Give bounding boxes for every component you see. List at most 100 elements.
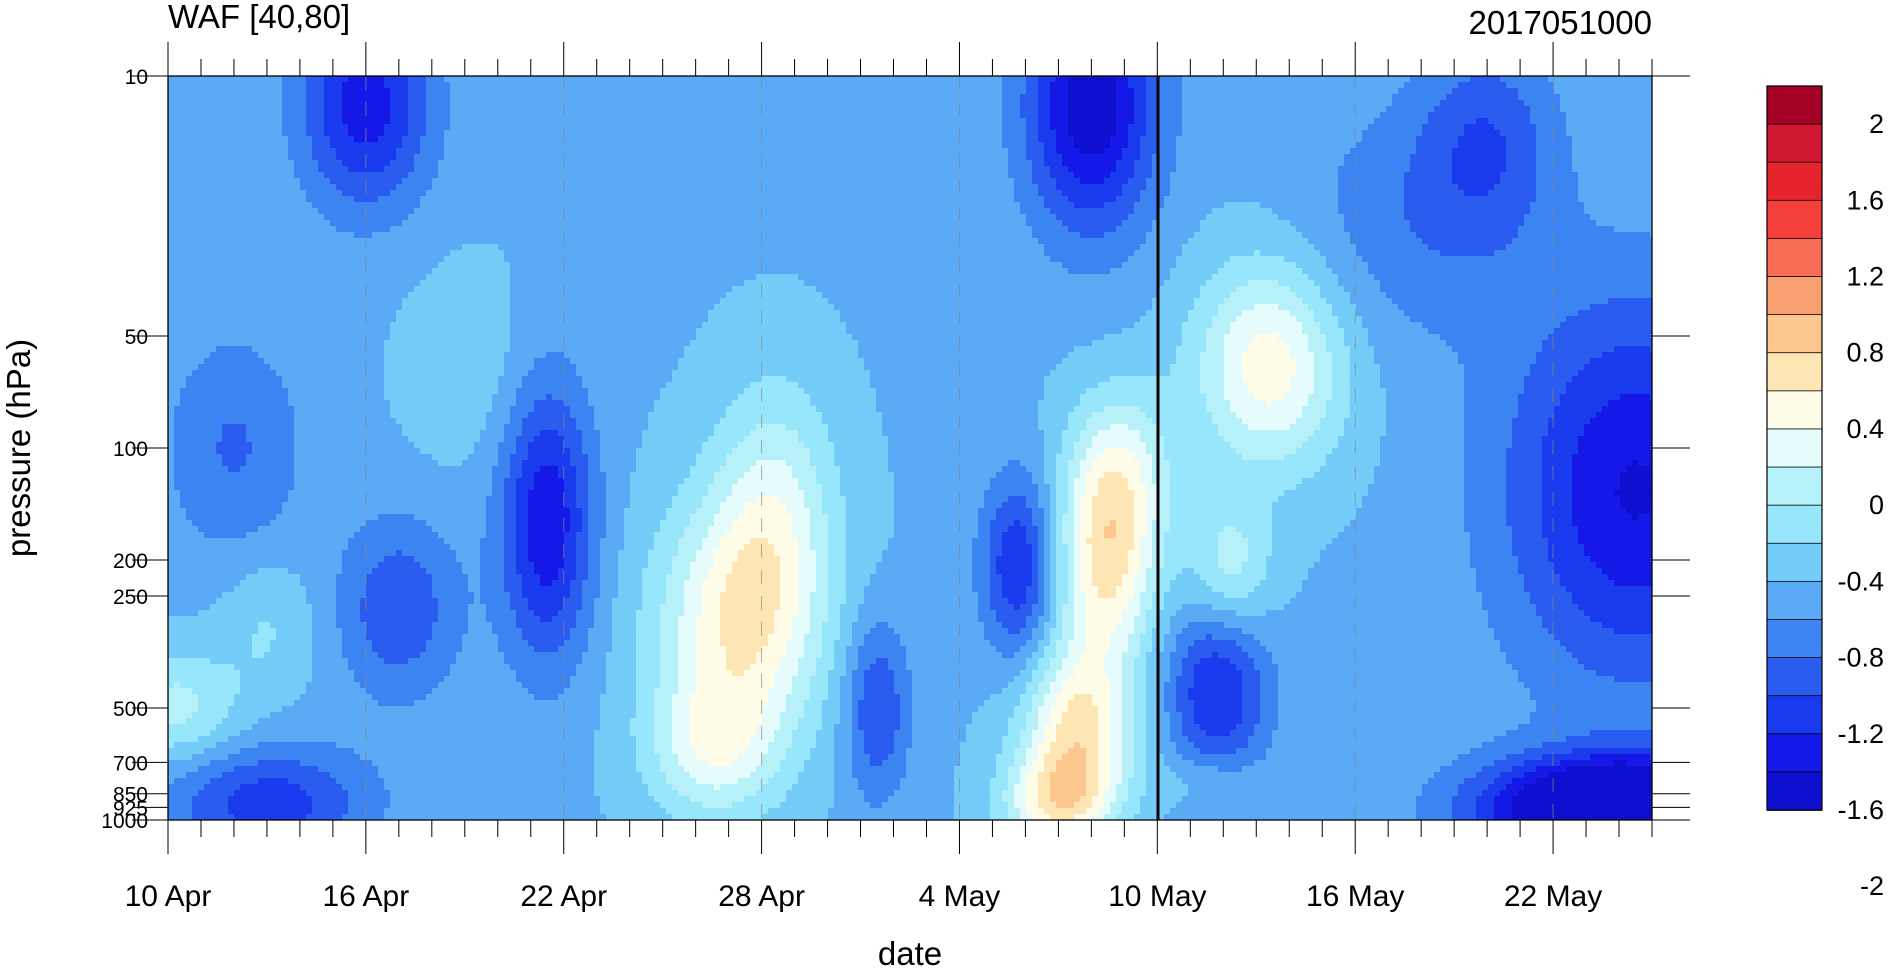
field-cell: [408, 82, 415, 89]
field-cell: [1182, 100, 1189, 107]
field-cell: [486, 88, 493, 95]
field-cell: [1494, 106, 1501, 113]
field-cell: [684, 166, 691, 173]
field-cell: [354, 124, 361, 131]
field-cell: [198, 76, 205, 83]
field-cell: [870, 160, 877, 167]
field-cell: [1206, 76, 1213, 83]
field-cell: [276, 160, 283, 167]
field-cell: [1218, 124, 1225, 131]
field-cell: [1344, 166, 1351, 173]
field-cell: [834, 136, 841, 143]
field-cell: [984, 118, 991, 125]
field-cell: [336, 112, 343, 119]
field-cell: [1440, 136, 1447, 143]
field-cell: [630, 76, 637, 83]
field-cell: [354, 154, 361, 161]
field-cell: [1440, 178, 1447, 185]
field-cell: [1584, 76, 1591, 83]
field-cell: [1422, 154, 1429, 161]
field-cell: [1032, 118, 1039, 125]
field-cell: [1032, 100, 1039, 107]
field-cell: [1488, 94, 1495, 101]
field-cell: [1602, 136, 1609, 143]
field-cell: [936, 142, 943, 149]
field-cell: [1632, 184, 1639, 191]
field-cell: [642, 82, 649, 89]
field-cell: [222, 148, 229, 155]
field-cell: [480, 88, 487, 95]
field-cell: [1620, 106, 1627, 113]
field-cell: [1110, 160, 1117, 167]
field-cell: [654, 82, 661, 89]
field-cell: [1032, 94, 1039, 101]
field-cell: [210, 196, 217, 203]
field-cell: [1272, 118, 1279, 125]
field-cell: [282, 190, 289, 197]
field-cell: [1326, 124, 1333, 131]
field-cell: [960, 82, 967, 89]
field-cell: [1110, 76, 1117, 83]
field-cell: [1020, 178, 1027, 185]
field-cell: [612, 154, 619, 161]
field-cell: [564, 82, 571, 89]
field-cell: [210, 94, 217, 101]
field-cell: [1338, 190, 1345, 197]
field-cell: [966, 142, 973, 149]
field-cell: [618, 124, 625, 131]
field-cell: [1008, 154, 1015, 161]
field-cell: [1326, 136, 1333, 143]
field-cell: [1530, 184, 1537, 191]
field-cell: [1086, 142, 1093, 149]
field-cell: [810, 172, 817, 179]
field-cell: [1260, 100, 1267, 107]
field-cell: [462, 160, 469, 167]
field-cell: [366, 160, 373, 167]
field-cell: [1398, 130, 1405, 137]
field-cell: [606, 178, 613, 185]
field-cell: [720, 154, 727, 161]
field-cell: [450, 100, 457, 107]
field-cell: [678, 124, 685, 131]
field-cell: [1020, 82, 1027, 89]
field-cell: [552, 82, 559, 89]
field-cell: [624, 106, 631, 113]
field-cell: [864, 190, 871, 197]
field-cell: [594, 190, 601, 197]
field-cell: [414, 178, 421, 185]
field-cell: [918, 88, 925, 95]
field-cell: [1170, 106, 1177, 113]
field-cell: [444, 118, 451, 125]
field-cell: [732, 76, 739, 83]
field-cell: [1458, 172, 1465, 179]
field-cell: [366, 166, 373, 173]
field-cell: [1056, 178, 1063, 185]
field-cell: [1404, 184, 1411, 191]
field-cell: [1008, 118, 1015, 125]
field-cell: [642, 184, 649, 191]
field-cell: [1212, 172, 1219, 179]
field-cell: [1554, 190, 1561, 197]
field-cell: [186, 190, 193, 197]
field-cell: [660, 136, 667, 143]
field-cell: [1212, 136, 1219, 143]
field-cell: [294, 130, 301, 137]
field-cell: [1068, 142, 1075, 149]
field-cell: [1446, 118, 1453, 125]
field-cell: [528, 130, 535, 137]
field-cell: [330, 118, 337, 125]
field-cell: [798, 76, 805, 83]
field-cell: [354, 190, 361, 197]
field-cell: [912, 88, 919, 95]
field-cell: [738, 94, 745, 101]
field-cell: [822, 136, 829, 143]
field-cell: [612, 160, 619, 167]
field-cell: [1332, 94, 1339, 101]
field-cell: [198, 142, 205, 149]
field-cell: [564, 88, 571, 95]
field-cell: [1416, 190, 1423, 197]
field-cell: [222, 76, 229, 83]
field-cell: [1620, 142, 1627, 149]
field-cell: [600, 184, 607, 191]
field-cell: [1542, 82, 1549, 89]
